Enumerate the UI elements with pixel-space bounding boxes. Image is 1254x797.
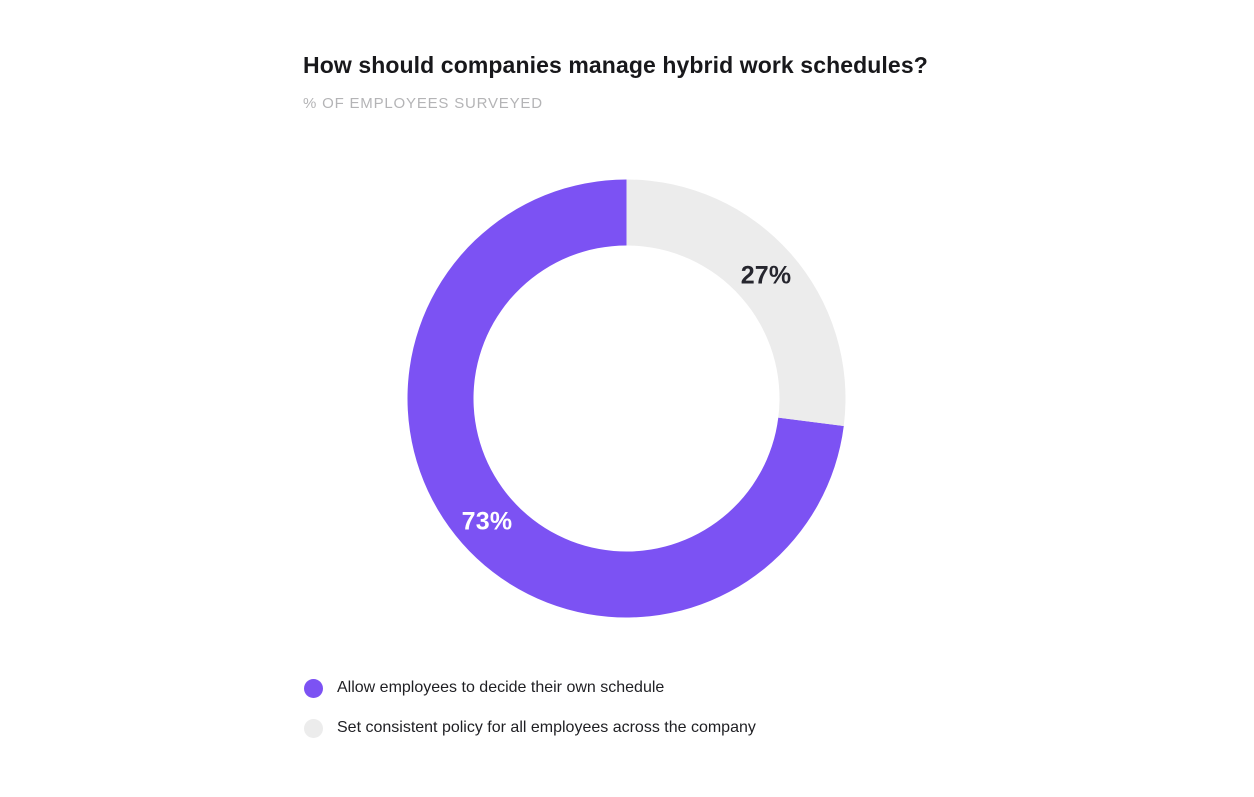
donut-chart: 73% 27%: [407, 179, 846, 618]
donut-segment: [626, 179, 846, 426]
legend: Allow employees to decide their own sche…: [304, 678, 756, 758]
slice-value-label: 73%: [462, 508, 513, 536]
legend-item-allow-employees: Allow employees to decide their own sche…: [304, 678, 756, 698]
slice-value-label: 27%: [741, 261, 792, 289]
legend-label: Set consistent policy for all employees …: [337, 719, 756, 736]
legend-item-consistent-policy: Set consistent policy for all employees …: [304, 718, 756, 738]
chart-subtitle: % OF EMPLOYEES SURVEYED: [303, 95, 543, 112]
legend-swatch-gray: [304, 718, 323, 738]
donut-segment: [407, 179, 844, 618]
legend-label: Allow employees to decide their own sche…: [337, 679, 665, 696]
chart-title: How should companies manage hybrid work …: [303, 52, 928, 78]
legend-swatch-purple: [304, 678, 323, 698]
